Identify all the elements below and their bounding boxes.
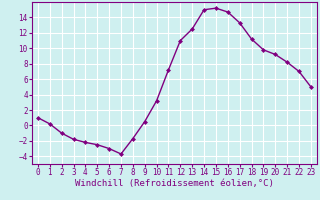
X-axis label: Windchill (Refroidissement éolien,°C): Windchill (Refroidissement éolien,°C) bbox=[75, 179, 274, 188]
